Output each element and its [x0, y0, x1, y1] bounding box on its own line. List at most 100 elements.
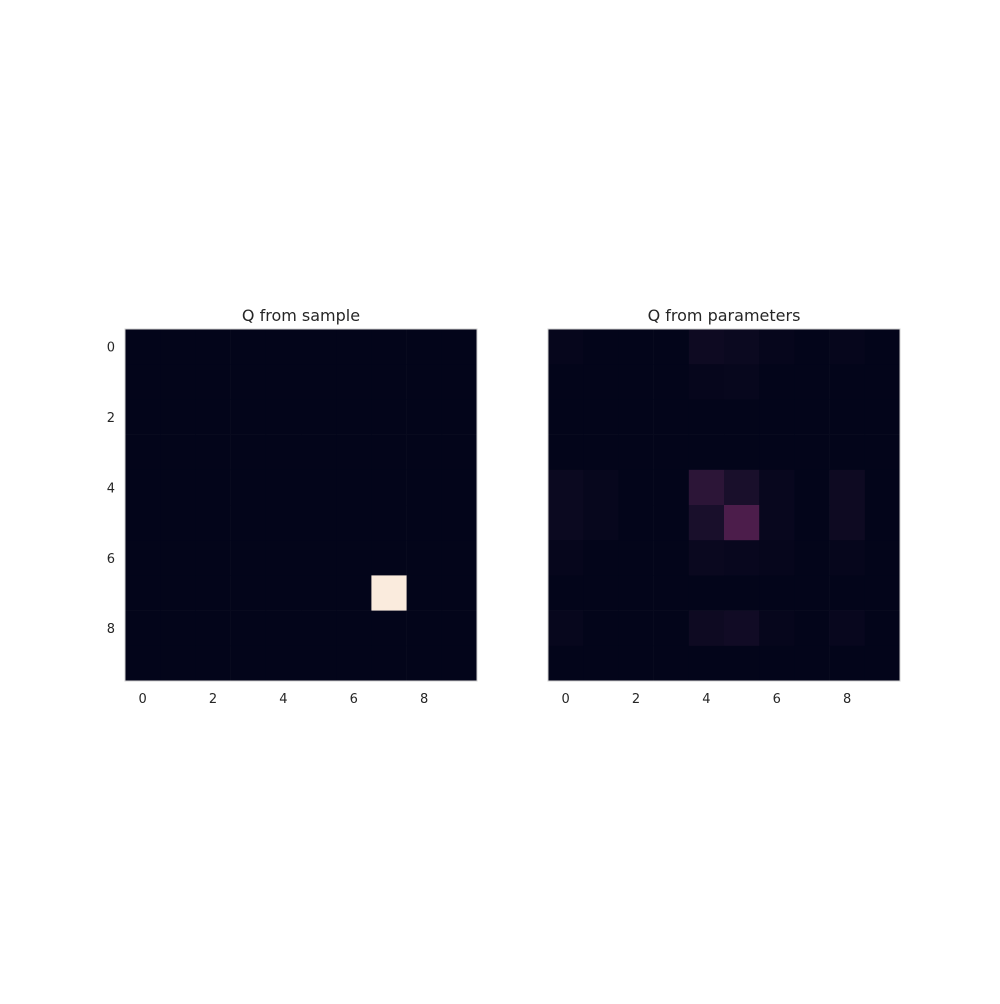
heatmap-cell-r3-c3	[231, 435, 267, 471]
heatmap-cell-r5-c9	[865, 505, 901, 541]
heatmap-cell-r2-c2	[195, 399, 231, 435]
heatmap-cell-r6-c1	[583, 540, 619, 576]
heatmap-cell-r4-c9	[442, 470, 478, 506]
heatmap-cell-r4-c7	[794, 470, 830, 506]
heatmap-cell-r5-c2	[195, 505, 231, 541]
x-tick-label: 0	[561, 692, 569, 707]
heatmap-cell-r8-c3	[231, 611, 267, 647]
heatmap-cell-r8-c8	[407, 611, 443, 647]
heatmap-cell-r7-c0	[548, 575, 584, 611]
heatmap-cell-r5-c4	[266, 505, 302, 541]
heatmap-cell-r0-c4	[266, 329, 302, 365]
x-tick-label: 0	[138, 692, 146, 707]
heatmap-cell-r7-c1	[583, 575, 619, 611]
heatmap-cell-r5-c0	[125, 505, 161, 541]
heatmap-cell-r1-c0	[125, 364, 161, 400]
heatmap-cell-r2-c5	[724, 399, 760, 435]
heatmap-cell-r6-c2	[195, 540, 231, 576]
heatmap-cell-r7-c1	[160, 575, 196, 611]
heatmap-cell-r0-c6	[336, 329, 372, 365]
heatmap-cell-r2-c9	[442, 399, 478, 435]
heatmap-cell-r9-c6	[336, 646, 372, 682]
heatmap-cell-r6-c7	[794, 540, 830, 576]
heatmap-cell-r7-c2	[618, 575, 654, 611]
heatmap-cell-r7-c5	[724, 575, 760, 611]
heatmap-cell-r1-c5	[724, 364, 760, 400]
heatmap-cell-r4-c5	[301, 470, 337, 506]
heatmap-cell-r0-c3	[231, 329, 267, 365]
heatmap-cell-r1-c7	[794, 364, 830, 400]
heatmap-cell-r2-c7	[794, 399, 830, 435]
heatmap-cell-r0-c9	[865, 329, 901, 365]
chart-title: Q from parameters	[648, 306, 801, 325]
heatmap-cell-r9-c5	[724, 646, 760, 682]
heatmap-cell-r4-c2	[195, 470, 231, 506]
heatmap-cell-r6-c2	[618, 540, 654, 576]
heatmap-cell-r4-c3	[231, 470, 267, 506]
heatmap-cell-r2-c5	[301, 399, 337, 435]
heatmap-cell-r5-c4	[689, 505, 725, 541]
heatmap-cell-r6-c1	[160, 540, 196, 576]
heatmap-cell-r5-c7	[794, 505, 830, 541]
heatmap-cell-r8-c5	[301, 611, 337, 647]
heatmap-cell-r5-c0	[548, 505, 584, 541]
heatmap-cell-r6-c6	[336, 540, 372, 576]
heatmap-cell-r6-c3	[654, 540, 690, 576]
heatmap-cell-r0-c2	[618, 329, 654, 365]
heatmap-cell-r2-c6	[336, 399, 372, 435]
heatmap-cell-r9-c6	[759, 646, 795, 682]
heatmap-cell-r2-c7	[371, 399, 407, 435]
heatmap-cell-r2-c4	[689, 399, 725, 435]
heatmap-cell-r8-c1	[583, 611, 619, 647]
heatmap-cell-r4-c8	[407, 470, 443, 506]
heatmap-cell-r1-c8	[407, 364, 443, 400]
heatmap-cell-r7-c4	[266, 575, 302, 611]
heatmap-cell-r1-c5	[301, 364, 337, 400]
heatmap-cell-r3-c5	[724, 435, 760, 471]
heatmap-cell-r5-c3	[654, 505, 690, 541]
heatmap-cell-r4-c4	[266, 470, 302, 506]
heatmap-cell-r9-c4	[266, 646, 302, 682]
x-tick-label: 2	[632, 692, 640, 707]
heatmap-cell-r9-c0	[548, 646, 584, 682]
x-tick-label: 8	[843, 692, 851, 707]
heatmap-cell-r0-c9	[442, 329, 478, 365]
heatmap-cell-r8-c9	[865, 611, 901, 647]
chart-title: Q from sample	[242, 306, 360, 325]
heatmap-cell-r5-c3	[231, 505, 267, 541]
heatmap-cell-r1-c6	[759, 364, 795, 400]
heatmap-cell-r3-c2	[195, 435, 231, 471]
heatmap-cell-r3-c4	[266, 435, 302, 471]
heatmap-cell-r1-c0	[548, 364, 584, 400]
heatmap-cell-r6-c5	[301, 540, 337, 576]
heatmap-cell-r8-c7	[794, 611, 830, 647]
heatmap-cell-r0-c3	[654, 329, 690, 365]
heatmap-cell-r4-c4	[689, 470, 725, 506]
heatmap-cell-r4-c0	[548, 470, 584, 506]
heatmap-cell-r9-c2	[195, 646, 231, 682]
heatmap-cell-r3-c7	[371, 435, 407, 471]
heatmap-cell-r7-c6	[759, 575, 795, 611]
heatmap-cell-r2-c4	[266, 399, 302, 435]
heatmap-cell-r7-c4	[689, 575, 725, 611]
heatmap-cell-r1-c7	[371, 364, 407, 400]
x-tick-label: 8	[420, 692, 428, 707]
heatmap-cell-r8-c4	[689, 611, 725, 647]
heatmap-cell-r4-c0	[125, 470, 161, 506]
heatmap-cell-r1-c4	[266, 364, 302, 400]
heatmap-cell-r2-c1	[160, 399, 196, 435]
heatmap-cell-r2-c8	[407, 399, 443, 435]
heatmap-cell-r3-c9	[442, 435, 478, 471]
heatmap-cell-r8-c6	[336, 611, 372, 647]
heatmap-cell-r3-c7	[794, 435, 830, 471]
heatmap-cell-r8-c0	[125, 611, 161, 647]
heatmap-cell-r9-c4	[689, 646, 725, 682]
heatmap-cell-r6-c7	[371, 540, 407, 576]
heatmap-cell-r0-c5	[301, 329, 337, 365]
heatmap-cell-r2-c0	[548, 399, 584, 435]
heatmap-cell-r4-c5	[724, 470, 760, 506]
heatmap-cell-r2-c3	[231, 399, 267, 435]
heatmap-cell-r3-c4	[689, 435, 725, 471]
heatmap-cell-r4-c9	[865, 470, 901, 506]
